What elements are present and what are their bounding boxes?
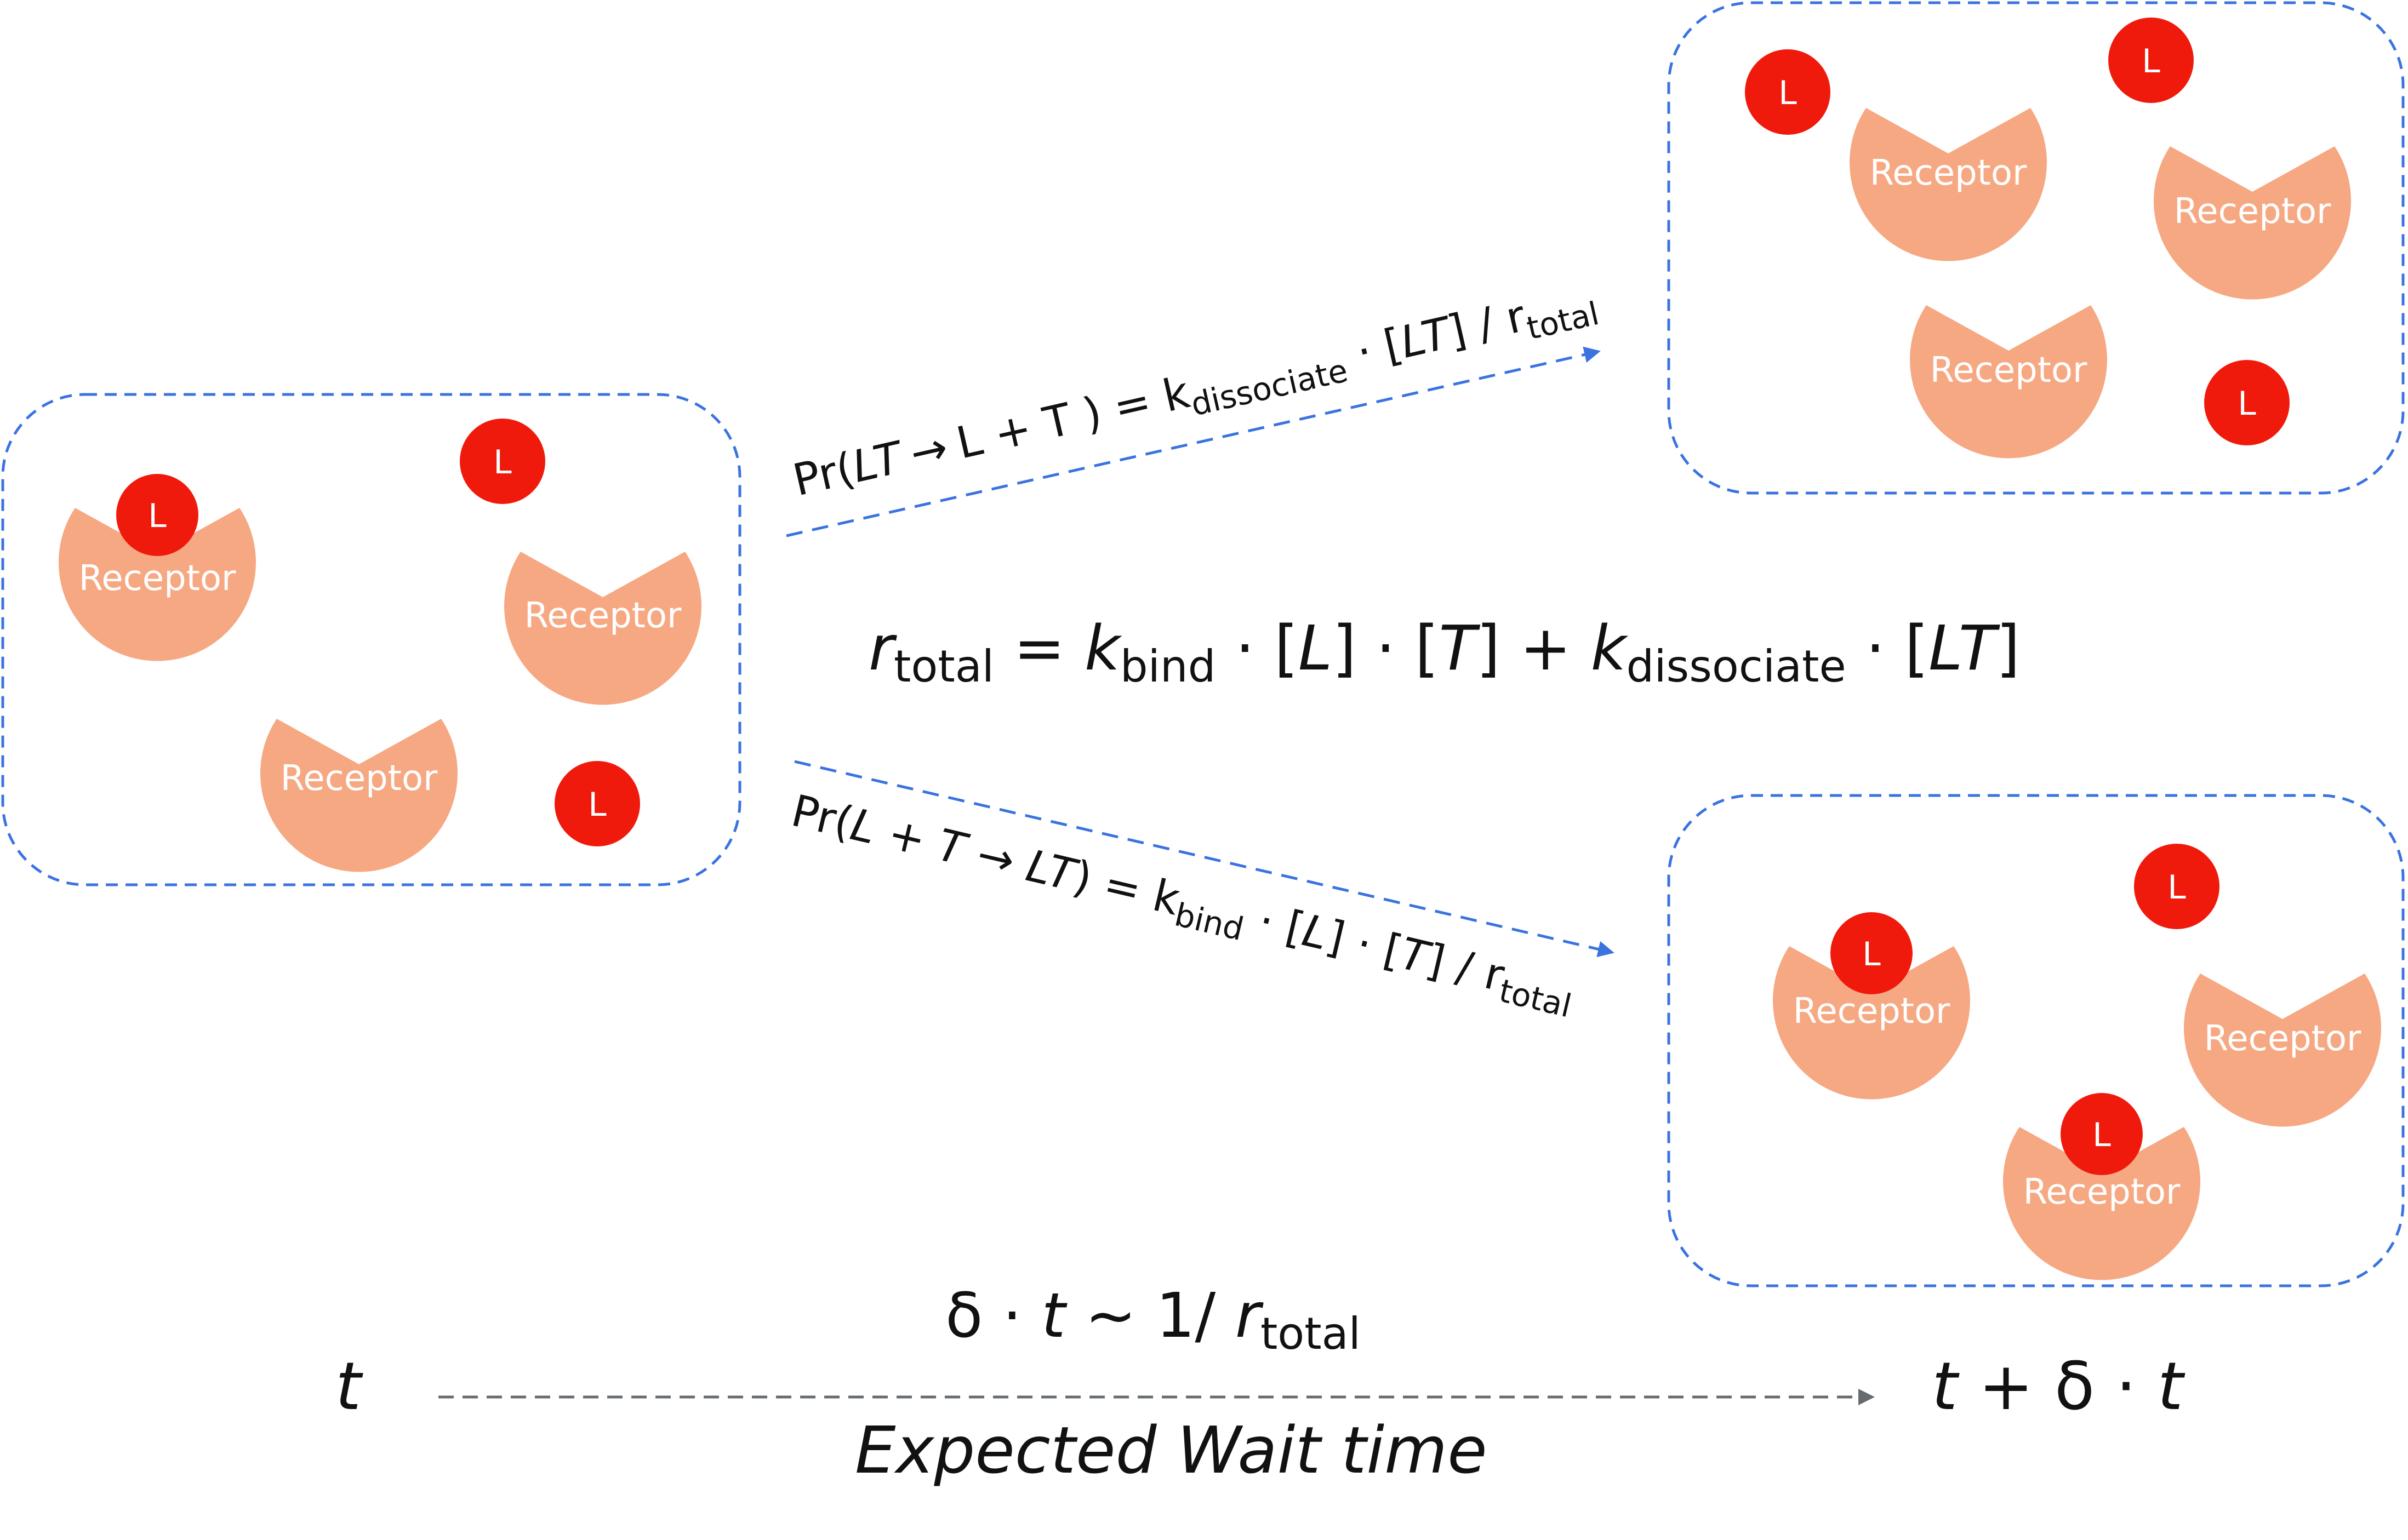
k-symbol: k (1085, 613, 1122, 684)
t-symbol: t (1041, 1280, 1068, 1352)
end-mid-text: + δ · (1958, 1349, 2158, 1425)
bound-state-box (1667, 794, 2405, 1287)
receptor-label: Receptor (79, 558, 236, 599)
plus-text: + (975, 399, 1050, 463)
receptor-label: Receptor (281, 758, 438, 799)
pr-text: Pr( (789, 443, 859, 506)
ligand-label: L (148, 497, 167, 535)
receptor-label: Receptor (1930, 350, 2087, 391)
receptor-free: Receptor (2184, 974, 2381, 1127)
total-rate-equation: rtotal = kbind · [L] · [T] + kdissociate… (869, 613, 2020, 692)
k-symbol: k (1591, 613, 1629, 684)
receptor-label: Receptor (1870, 153, 2027, 193)
binding-equation: Pr(L + T → LT) = kbind · [L] · [T] / rto… (785, 785, 1580, 1025)
wait-time-caption: Expected Wait time (855, 1412, 1487, 1488)
reaction-arrow: → (905, 421, 952, 479)
timeline-end: t + δ · t (1932, 1349, 2186, 1425)
t-species: T (1439, 613, 1481, 684)
ligand-bound (116, 474, 198, 556)
ligand-label: L (493, 443, 512, 482)
receptor-label: Receptor (2174, 191, 2331, 232)
dissociation-equation: Pr(LT→L + T ) = kdissociate · [LT] / rto… (789, 274, 1602, 513)
bracket-text: ] (1996, 613, 2020, 684)
dissociation-arrow (786, 346, 1601, 537)
equals-text: = (994, 613, 1085, 684)
receptor-free: Receptor (504, 552, 701, 705)
dissociated-state-box (1667, 1, 2405, 495)
plus-text: ] + (1476, 613, 1591, 684)
r-subscript: total (894, 641, 994, 692)
receptor-bound: L Receptor (59, 474, 256, 661)
receptor-free: Receptor (2154, 146, 2351, 300)
ligand-label: L (1862, 935, 1881, 974)
receptor-label: Receptor (524, 596, 682, 636)
receptor-label: Receptor (1793, 991, 1950, 1032)
k-subscript: dissociate (1627, 641, 1846, 692)
ligand-bound (2061, 1093, 2143, 1175)
div-r-text: ] / r (1443, 290, 1530, 357)
dot-text: · [ (1216, 613, 1298, 684)
l-species: L (1298, 613, 1332, 684)
plus-text: + (870, 804, 944, 868)
pr-text: Pr( (787, 785, 858, 849)
r-symbol: r (869, 613, 897, 684)
delta-text: δ · (945, 1280, 1041, 1352)
div-r-text: ] / r (1422, 934, 1509, 1001)
dot-text: · [ (1338, 318, 1407, 381)
timeline-start: t (335, 1349, 363, 1425)
binding-arrow (794, 760, 1614, 958)
ligand-label: L (1778, 74, 1797, 112)
ligand-label: L (2167, 868, 2186, 907)
ligand-label: L (2142, 42, 2160, 81)
t-symbol: t (1932, 1349, 1960, 1425)
r-subscript: total (1523, 295, 1602, 347)
r-subscript: total (1496, 972, 1575, 1024)
equals-k-text: ) = k (1065, 367, 1195, 443)
r-symbol: r (1235, 1280, 1264, 1352)
ligand-bound (1830, 912, 1913, 994)
ligand-label: L (588, 786, 607, 824)
ligand-free: L (2134, 844, 2219, 929)
ligand-free: L (2204, 360, 2290, 445)
receptor-bound: L Receptor (2003, 1093, 2200, 1280)
lt-species: LT (1928, 613, 2000, 684)
receptor-label: Receptor (2204, 1018, 2361, 1059)
dot-text: · [ (1846, 613, 1929, 684)
t-symbol: t (2158, 1349, 2186, 1425)
ligand-free: L (2108, 18, 2194, 103)
ligand-label: L (2092, 1116, 2111, 1154)
receptor-free: Receptor (260, 719, 458, 872)
k-subscript: bind (1171, 896, 1247, 948)
receptor-label: Receptor (2023, 1172, 2181, 1212)
r-subscript: total (1260, 1308, 1361, 1359)
ligand-free: L (555, 761, 640, 846)
dot-text: ] · [ (1321, 911, 1407, 977)
dot-text: · [ (1240, 891, 1309, 954)
receptor-free: Receptor (1910, 305, 2107, 459)
k-subscript: bind (1120, 641, 1216, 692)
receptor-bound: L Receptor (1773, 912, 1970, 1100)
delta-t-equation: δ · t ~ 1/ rtotal (945, 1280, 1361, 1359)
ligand-free: L (1745, 49, 1830, 135)
ligand-free: L (460, 419, 545, 504)
receptor-free: Receptor (1850, 108, 2047, 261)
equals-k-text: ) = k (1069, 851, 1185, 925)
reaction-arrow: → (958, 826, 1033, 890)
dot-text: ] · [ (1332, 613, 1439, 684)
initial-state-box (1, 393, 741, 886)
approx-text: ~ 1/ (1065, 1280, 1235, 1352)
ligand-label: L (2238, 385, 2256, 423)
lt-species: LT (848, 431, 909, 493)
